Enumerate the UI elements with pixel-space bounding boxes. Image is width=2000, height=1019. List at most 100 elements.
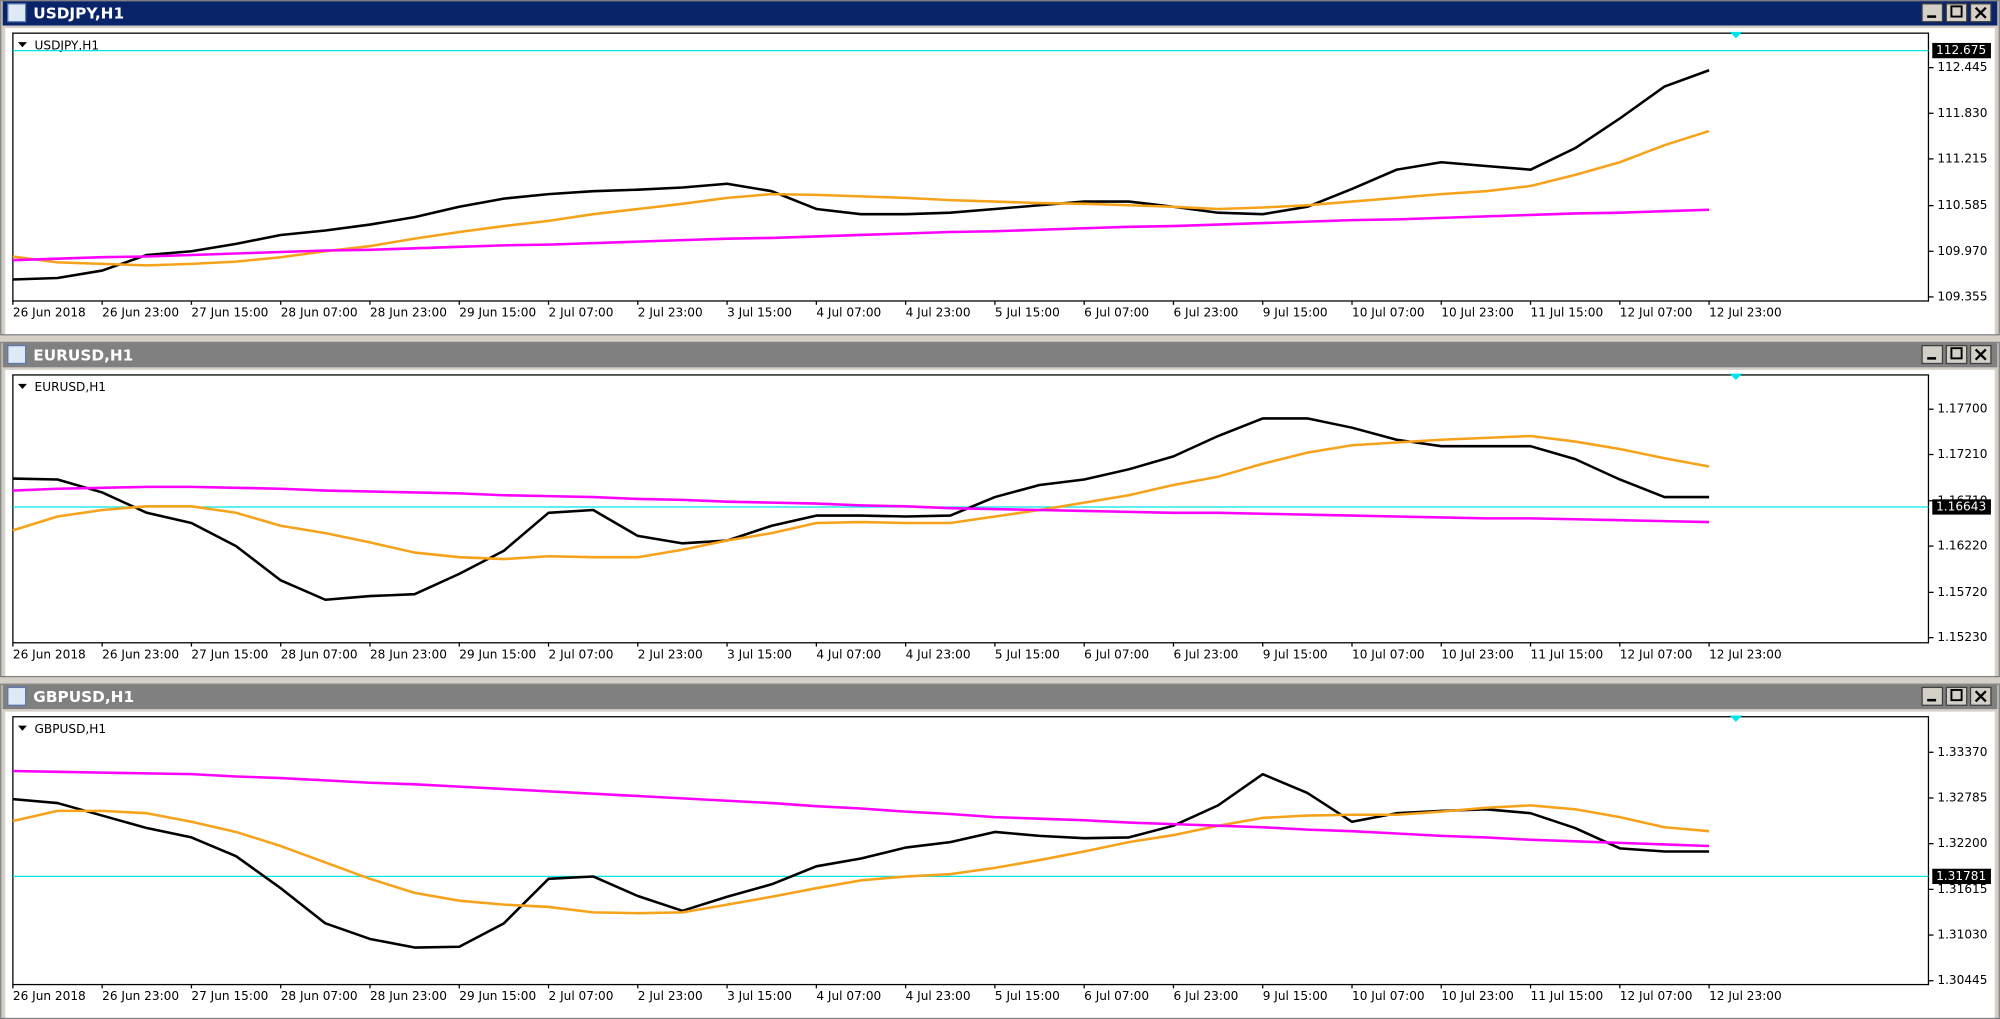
minimize-button[interactable] xyxy=(1921,686,1944,706)
chart-menu-arrow xyxy=(17,42,27,48)
current-price-label: 1.31781 xyxy=(1936,869,1986,883)
x-tick-label: 3 Jul 15:00 xyxy=(727,989,792,1003)
shift-marker xyxy=(1729,715,1743,722)
x-tick-label: 4 Jul 07:00 xyxy=(816,647,881,661)
price-line xyxy=(12,485,1710,524)
price-line xyxy=(12,69,1710,281)
x-tick-label: 5 Jul 15:00 xyxy=(995,989,1060,1003)
x-tick-label: 12 Jul 07:00 xyxy=(1620,989,1693,1003)
x-tick-label: 10 Jul 23:00 xyxy=(1441,647,1514,661)
x-tick-label: 5 Jul 15:00 xyxy=(995,306,1060,320)
chart-title: USDJPY,H1 xyxy=(35,38,100,52)
x-tick-label: 10 Jul 07:00 xyxy=(1352,306,1425,320)
button-glyph xyxy=(1950,5,1963,18)
x-tick-label: 11 Jul 15:00 xyxy=(1531,647,1604,661)
x-tick-label: 26 Jun 2018 xyxy=(13,989,86,1003)
x-tick-label: 2 Jul 07:00 xyxy=(549,647,614,661)
y-tick-label: 1.32785 xyxy=(1937,790,1987,804)
y-tick-label: 109.970 xyxy=(1937,244,1987,258)
y-tick-label: 1.31615 xyxy=(1937,882,1987,896)
x-tick-label: 27 Jun 15:00 xyxy=(191,306,268,320)
x-tick-label: 6 Jul 23:00 xyxy=(1173,647,1238,661)
x-tick-label: 4 Jul 23:00 xyxy=(906,989,971,1003)
plot-border xyxy=(12,32,1930,302)
x-tick-label: 29 Jun 15:00 xyxy=(459,989,536,1003)
current-price-box xyxy=(1932,42,1991,59)
button-glyph xyxy=(1950,347,1963,360)
x-tick-label: 12 Jul 23:00 xyxy=(1709,989,1782,1003)
x-tick-label: 12 Jul 07:00 xyxy=(1620,647,1693,661)
current-price-label: 112.675 xyxy=(1936,43,1986,57)
x-tick-label: 29 Jun 15:00 xyxy=(459,306,536,320)
y-tick-label: 1.32200 xyxy=(1937,836,1987,850)
y-tick-label: 110.585 xyxy=(1937,198,1987,212)
window-icon xyxy=(7,3,27,23)
y-tick-label: 112.445 xyxy=(1937,60,1987,74)
price-line xyxy=(12,804,1710,915)
x-tick-label: 9 Jul 15:00 xyxy=(1263,647,1328,661)
chart-surface xyxy=(5,28,1995,335)
x-tick-label: 26 Jun 23:00 xyxy=(102,306,179,320)
x-tick-label: 28 Jun 07:00 xyxy=(281,306,358,320)
chart-menu-arrow xyxy=(17,383,27,389)
plot-border xyxy=(12,716,1930,986)
x-tick-label: 10 Jul 23:00 xyxy=(1441,306,1514,320)
x-tick-label: 6 Jul 07:00 xyxy=(1084,989,1149,1003)
chart-surface xyxy=(5,711,1995,1018)
x-tick-label: 6 Jul 23:00 xyxy=(1173,989,1238,1003)
price-line xyxy=(12,208,1710,262)
price-line xyxy=(12,769,1710,848)
x-tick-label: 4 Jul 07:00 xyxy=(816,989,881,1003)
y-tick-label: 1.33370 xyxy=(1937,745,1987,759)
x-tick-label: 12 Jul 07:00 xyxy=(1620,306,1693,320)
title-bar xyxy=(2,343,1998,368)
price-line xyxy=(12,434,1710,561)
minimize-button[interactable] xyxy=(1921,344,1944,365)
x-tick-label: 3 Jul 15:00 xyxy=(727,647,792,661)
x-tick-label: 4 Jul 23:00 xyxy=(906,647,971,661)
x-tick-label: 9 Jul 15:00 xyxy=(1263,989,1328,1003)
title-bar xyxy=(2,684,1998,710)
window-title: USDJPY,H1 xyxy=(33,5,124,23)
x-tick-label: 28 Jun 23:00 xyxy=(370,306,447,320)
shift-marker xyxy=(1729,373,1743,381)
price-line xyxy=(12,129,1710,267)
price-line xyxy=(12,417,1710,602)
minimize-button[interactable] xyxy=(1921,3,1944,23)
y-tick-label: 1.30445 xyxy=(1937,973,1987,987)
x-tick-label: 26 Jun 2018 xyxy=(13,647,86,661)
shift-marker xyxy=(1729,31,1743,39)
x-tick-label: 10 Jul 23:00 xyxy=(1441,989,1514,1003)
y-tick-label: 111.215 xyxy=(1937,151,1987,165)
y-tick-label: 1.15720 xyxy=(1937,585,1987,599)
y-tick-label: 109.355 xyxy=(1937,289,1987,303)
title-bar xyxy=(2,1,1998,26)
x-tick-label: 10 Jul 07:00 xyxy=(1352,647,1425,661)
chart-title: EURUSD,H1 xyxy=(35,380,106,394)
chart-menu-arrow xyxy=(17,725,27,731)
y-tick-label: 1.31030 xyxy=(1937,928,1987,942)
x-tick-label: 11 Jul 15:00 xyxy=(1531,989,1604,1003)
x-tick-label: 2 Jul 07:00 xyxy=(549,989,614,1003)
x-tick-label: 6 Jul 23:00 xyxy=(1173,306,1238,320)
x-tick-label: 6 Jul 07:00 xyxy=(1084,306,1149,320)
x-tick-label: 28 Jun 07:00 xyxy=(281,647,358,661)
window-title: EURUSD,H1 xyxy=(33,346,133,364)
x-tick-label: 4 Jul 07:00 xyxy=(816,306,881,320)
y-tick-label: 1.17210 xyxy=(1937,447,1987,461)
button-glyph xyxy=(1974,348,1987,361)
y-tick-label: 1.17700 xyxy=(1937,402,1987,416)
x-tick-label: 5 Jul 15:00 xyxy=(995,647,1060,661)
x-tick-label: 12 Jul 23:00 xyxy=(1709,306,1782,320)
x-tick-label: 2 Jul 23:00 xyxy=(638,647,703,661)
x-tick-label: 28 Jun 07:00 xyxy=(281,989,358,1003)
y-tick-label: 111.830 xyxy=(1937,106,1987,120)
chart-title: GBPUSD,H1 xyxy=(35,722,107,736)
x-tick-label: 3 Jul 15:00 xyxy=(727,306,792,320)
x-tick-label: 26 Jun 23:00 xyxy=(102,989,179,1003)
window-icon xyxy=(7,344,27,365)
x-tick-label: 2 Jul 07:00 xyxy=(549,306,614,320)
current-price-box xyxy=(1932,499,1991,515)
